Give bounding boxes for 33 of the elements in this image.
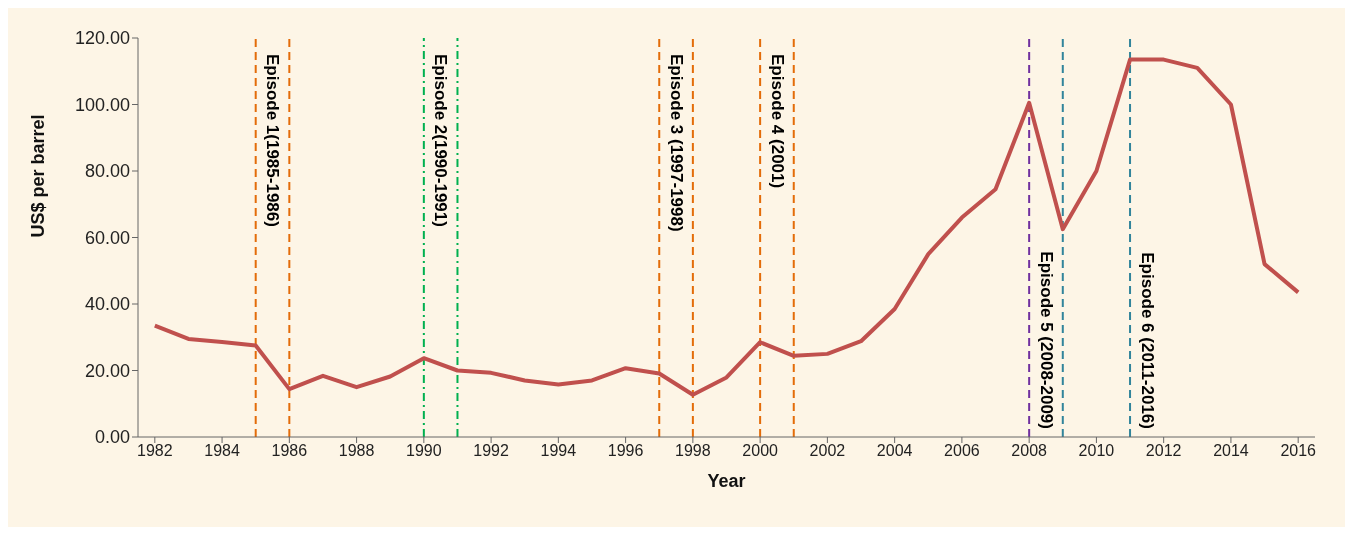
y-tick-label: 20.00 (84, 360, 130, 381)
ref-line-label: Episode 5 (2008-2009) (1036, 251, 1056, 429)
ref-line-label: Episode 6 (2011-2016) (1137, 252, 1157, 429)
x-tick-label: 1984 (204, 442, 240, 460)
x-tick-label: 1982 (137, 442, 173, 460)
x-tick-label: 2002 (809, 442, 846, 460)
y-tick-label: 0.00 (94, 427, 130, 448)
x-tick-label: 2012 (1145, 442, 1182, 460)
x-tick-label: 2010 (1078, 442, 1115, 460)
x-tick-label: 1998 (675, 442, 711, 460)
x-tick-label: 1986 (271, 442, 308, 460)
x-tick-label: 1988 (338, 442, 375, 460)
ref-line-label: Episode 4 (2001) (767, 54, 787, 189)
x-tick-label: 2016 (1280, 442, 1317, 460)
x-tick-label: 2014 (1213, 442, 1249, 460)
x-tick-label: 2006 (944, 442, 980, 460)
x-tick-label: 1992 (473, 442, 509, 460)
ref-line-label: Episode 1(1985-1986) (263, 54, 283, 227)
y-tick-label: 60.00 (84, 227, 130, 248)
x-tick-label: 1990 (406, 442, 442, 460)
x-tick-label: 1996 (607, 442, 644, 460)
x-axis-title: Year (707, 471, 746, 491)
ref-line-label: Episode 3 (1997-1998) (666, 54, 686, 232)
x-tick-label: 2000 (742, 442, 779, 460)
ref-line-label: Episode 2(1990-1991) (431, 54, 451, 227)
y-tick-label: 120.00 (74, 28, 130, 49)
x-tick-label: 2004 (876, 442, 913, 460)
x-tick-label: 2008 (1011, 442, 1048, 460)
y-axis-title: US$ per barrel (28, 114, 49, 238)
y-tick-label: 80.00 (84, 161, 130, 182)
y-tick-label: 40.00 (84, 294, 130, 315)
y-tick-label: 100.00 (74, 94, 130, 115)
x-tick-label: 1994 (540, 442, 577, 460)
